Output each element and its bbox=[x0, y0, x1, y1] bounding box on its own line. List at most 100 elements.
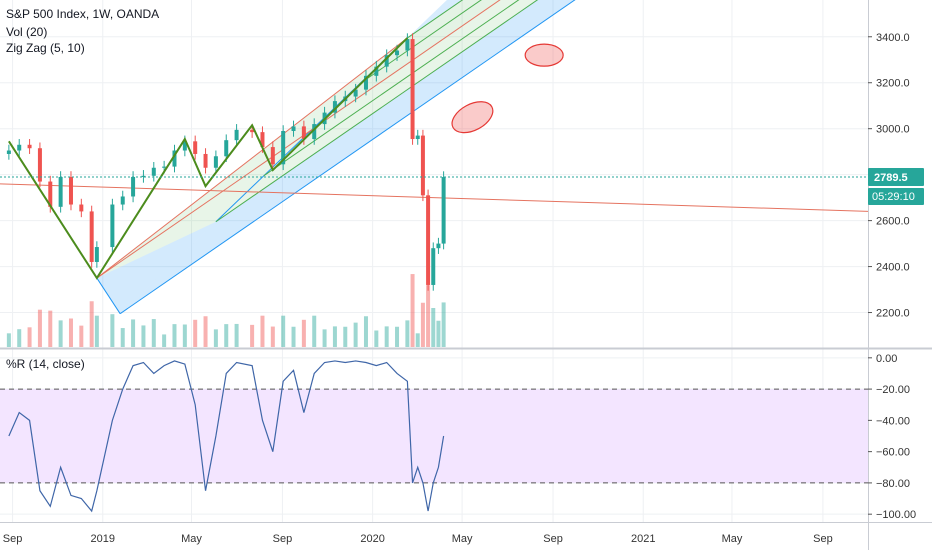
time-tick-label: May bbox=[181, 533, 202, 545]
target-ellipse-lower bbox=[451, 101, 494, 134]
time-tick-label: Sep bbox=[813, 533, 833, 545]
wr-axis[interactable]: 0.00 −20.00 −40.00 −60.00 −80.00 −100.00 bbox=[868, 353, 916, 521]
zigzag-series bbox=[8, 37, 409, 280]
candle-body bbox=[27, 144, 32, 149]
candle-body bbox=[431, 248, 436, 285]
williams-r-pane bbox=[0, 360, 868, 513]
price-tick-label: 2200.0 bbox=[876, 308, 910, 320]
volume-bar bbox=[260, 315, 265, 347]
candle-body bbox=[332, 101, 337, 113]
volume-bar bbox=[48, 310, 53, 347]
volume-bar bbox=[426, 285, 431, 347]
time-tick-label: 2021 bbox=[631, 533, 655, 545]
candle-body bbox=[270, 147, 275, 165]
time-tick-label: 2019 bbox=[91, 533, 115, 545]
volume-bar bbox=[332, 326, 337, 347]
candle-body bbox=[426, 195, 431, 285]
volume-bar bbox=[343, 326, 348, 347]
candle-body bbox=[312, 124, 317, 140]
volume-bar bbox=[405, 320, 410, 347]
chart-legend-zigzag[interactable]: Zig Zag (5, 10) bbox=[6, 41, 85, 55]
chart-legend-title[interactable]: S&P 500 Index, 1W, OANDA bbox=[6, 7, 160, 21]
candle-body bbox=[17, 144, 22, 151]
wr-tick-label: −60.00 bbox=[876, 447, 910, 459]
candle-body bbox=[37, 148, 42, 182]
candle-body bbox=[291, 126, 296, 131]
last-price-tag bbox=[868, 168, 924, 187]
candle-body bbox=[410, 39, 415, 140]
price-tick-label: 3400.0 bbox=[876, 32, 910, 44]
candle-body bbox=[405, 39, 410, 51]
volume-bar bbox=[37, 309, 42, 347]
wr-tick-label: −80.00 bbox=[876, 478, 910, 490]
pitchfork-drawing bbox=[0, 0, 868, 315]
candle-body bbox=[120, 196, 125, 205]
candle-body bbox=[384, 55, 389, 67]
volume-series bbox=[6, 274, 446, 347]
volume-bar bbox=[162, 334, 167, 347]
time-tick-label: 2020 bbox=[360, 533, 384, 545]
candle-body bbox=[193, 141, 198, 154]
volume-bar bbox=[234, 323, 239, 347]
zigzag-line bbox=[8, 37, 409, 280]
volume-bar bbox=[436, 320, 441, 347]
volume-bar bbox=[322, 329, 327, 347]
wr-tick-label: −100.00 bbox=[876, 509, 916, 521]
volume-bar bbox=[151, 319, 156, 347]
volume-bar bbox=[68, 318, 73, 347]
countdown-value: 05:29:10 bbox=[872, 191, 915, 203]
pitchfork-line-lower bbox=[215, 0, 539, 223]
time-tick-label: May bbox=[452, 533, 473, 545]
countdown-tag bbox=[868, 188, 924, 206]
time-axis[interactable]: Sep 2019 May Sep 2020 May Sep 2021 May Sep bbox=[3, 533, 833, 545]
volume-bar bbox=[110, 314, 115, 347]
target-ellipse-upper bbox=[524, 43, 564, 67]
volume-bar bbox=[431, 308, 436, 347]
wr-tick-label: −20.00 bbox=[876, 384, 910, 396]
candle-body bbox=[281, 130, 286, 165]
volume-bar bbox=[213, 329, 218, 347]
chart-legend-williams[interactable]: %R (14, close) bbox=[6, 357, 85, 371]
candle-body bbox=[79, 204, 84, 212]
candle-body bbox=[172, 150, 177, 167]
volume-bar bbox=[94, 315, 99, 347]
candle-body bbox=[141, 175, 146, 177]
candle-body bbox=[89, 211, 94, 262]
volume-bar bbox=[363, 316, 368, 347]
pitchfork-line-lower-half bbox=[263, 0, 520, 177]
time-tick-label: Sep bbox=[3, 533, 23, 545]
time-tick-label: Sep bbox=[273, 533, 293, 545]
candle-body bbox=[224, 140, 229, 157]
wr-line bbox=[8, 360, 445, 513]
time-tick-label: Sep bbox=[543, 533, 563, 545]
volume-bar bbox=[58, 320, 63, 347]
last-price-value: 2789.5 bbox=[874, 172, 908, 184]
candle-body bbox=[94, 247, 99, 262]
volume-bar bbox=[374, 330, 379, 347]
wr-tick-label: −40.00 bbox=[876, 415, 910, 427]
volume-bar bbox=[410, 274, 415, 347]
volume-bar bbox=[172, 324, 177, 347]
candle-body bbox=[441, 177, 446, 244]
volume-bar bbox=[89, 301, 94, 347]
volume-bar bbox=[353, 322, 358, 347]
candle-body bbox=[203, 153, 208, 168]
wr-band bbox=[0, 389, 868, 483]
pitchfork-line-handle-upper bbox=[96, 37, 408, 279]
annotation-marks bbox=[451, 43, 564, 134]
candle-body bbox=[68, 176, 73, 205]
volume-bar bbox=[441, 302, 446, 347]
price-axis[interactable]: 3400.03200.03000.02800.02600.02400.02200… bbox=[0, 32, 924, 320]
volume-bar bbox=[384, 326, 389, 347]
volume-bar bbox=[193, 319, 198, 347]
chart-legend-volume[interactable]: Vol (20) bbox=[6, 25, 48, 39]
pitchfork-zone-base bbox=[96, 221, 216, 314]
candle-body bbox=[250, 129, 255, 133]
candle-body bbox=[420, 135, 425, 196]
pitchfork-line-handle-lower bbox=[96, 277, 121, 314]
volume-bar bbox=[141, 325, 146, 347]
volume-bar bbox=[301, 319, 306, 347]
volume-bar bbox=[182, 324, 187, 347]
